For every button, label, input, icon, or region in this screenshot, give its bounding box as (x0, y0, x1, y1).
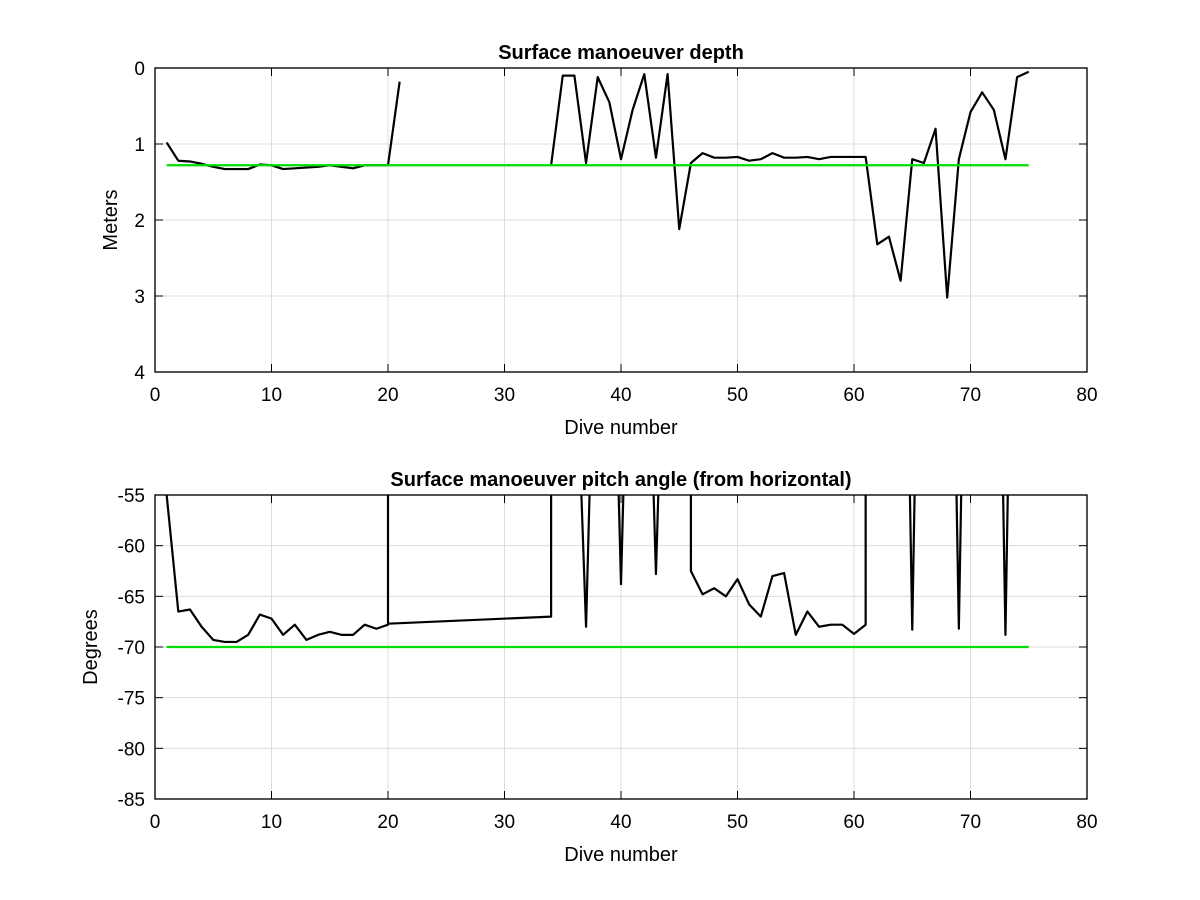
pitch-x-tick-label: 50 (727, 812, 748, 833)
depth-x-tick-label: 20 (377, 385, 398, 406)
depth-chart-title: Surface manoeuver depth (498, 42, 744, 64)
pitch-x-tick-label: 10 (261, 812, 282, 833)
depth-y-axis-label: Meters (100, 189, 122, 250)
pitch-x-tick-label: 70 (960, 812, 981, 833)
pitch-series-line (617, 495, 625, 586)
pitch-x-tick-label: 0 (150, 812, 161, 833)
depth-x-axis-label: Dive number (564, 417, 678, 439)
depth-series-line (386, 81, 401, 166)
depth-x-tick-label: 60 (843, 385, 864, 406)
depth-x-tick-label: 10 (261, 385, 282, 406)
depth-chart: 0 10 20 30 40 50 60 70 80 0 1 2 3 4 Surface manoeuver… (100, 42, 1098, 439)
pitch-series-line (580, 495, 591, 628)
pitch-y-tick-label: -65 (118, 587, 145, 608)
pitch-y-tick-label: -85 (118, 790, 145, 811)
pitch-x-axis-label: Dive number (564, 844, 678, 866)
pitch-x-tick-label: 60 (843, 812, 864, 833)
pitch-y-tick-label: -80 (118, 739, 145, 760)
depth-y-tick-label: 2 (134, 211, 145, 232)
pitch-series-line (165, 495, 553, 644)
depth-x-tick-label: 40 (610, 385, 631, 406)
depth-grid (155, 68, 1087, 372)
depth-series-line (550, 70, 1030, 299)
pitch-y-tick-label: -70 (118, 638, 145, 659)
pitch-series-line (689, 495, 867, 636)
depth-y-tick-label: 0 (134, 59, 145, 80)
depth-x-tick-label: 0 (150, 385, 161, 406)
pitch-y-tick-label: -60 (118, 537, 145, 558)
depth-y-tick-label: 3 (134, 287, 145, 308)
pitch-y-tick-label: -55 (118, 486, 145, 507)
depth-ticks: 0 10 20 30 40 50 60 70 80 0 1 2 3 4 (134, 59, 1097, 406)
depth-x-tick-label: 80 (1076, 385, 1097, 406)
pitch-y-tick-label: -75 (118, 689, 145, 710)
pitch-chart: 0 10 20 30 40 50 60 70 80 -55 -60 -65 -70 -75 -80 -85 S… (80, 469, 1098, 866)
depth-y-tick-label: 1 (134, 135, 145, 156)
pitch-x-tick-label: 80 (1076, 812, 1097, 833)
pitch-series-line (908, 495, 916, 631)
pitch-x-tick-label: 20 (377, 812, 398, 833)
pitch-x-tick-label: 40 (610, 812, 631, 833)
depth-x-tick-label: 70 (960, 385, 981, 406)
pitch-y-axis-label: Degrees (80, 609, 102, 685)
pitch-series-line (955, 495, 963, 630)
depth-x-tick-label: 30 (494, 385, 515, 406)
pitch-series (165, 495, 1029, 649)
pitch-chart-title: Surface manoeuver pitch angle (from hori… (390, 469, 851, 491)
pitch-series-line (652, 495, 660, 576)
depth-y-tick-label: 4 (134, 363, 145, 384)
pitch-ticks: 0 10 20 30 40 50 60 70 80 -55 -60 -65 -70 -75 -80 -85 (118, 486, 1098, 833)
depth-x-tick-label: 50 (727, 385, 748, 406)
pitch-series-line (1002, 495, 1009, 636)
depth-series (165, 70, 1030, 299)
pitch-x-tick-label: 30 (494, 812, 515, 833)
